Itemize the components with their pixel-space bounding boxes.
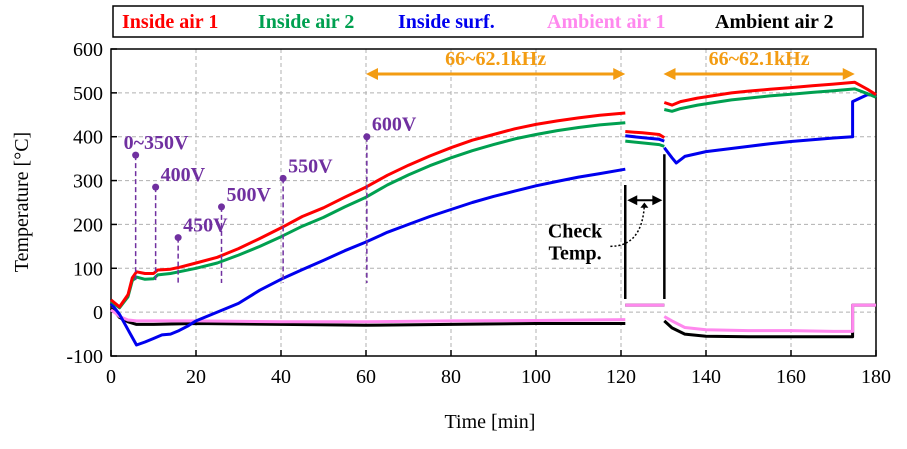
check-pointer [610,204,646,248]
axes: 0 20 40 60 80 100 120 140 160 180-100010020030040… [66,39,891,388]
voltage-marker-label: 550V [288,155,333,177]
y-tick-label: 500 [73,83,103,105]
series-line-2 [625,139,665,148]
voltage-marker-dot [174,234,182,242]
series-line-4 [663,303,876,333]
voltage-marker-dot [152,183,160,191]
x-axis-label: Time [min] [445,411,536,433]
series-line-1 [110,111,626,309]
x-tick-label: 40 [271,366,291,388]
x-tick-label: 60 [356,366,376,388]
series-lines [109,80,877,347]
series-line-2 [663,87,877,113]
voltage-marker-dot [279,174,287,182]
y-tick-label: 0 [93,302,103,324]
y-tick-label: 100 [73,258,103,280]
series-line-3 [625,134,665,143]
check-pointer-head [640,202,649,208]
voltage-marker-label: 450V [183,215,228,237]
annotations: 0~350V 400V 450V 500V 550V 600V 66~62.1kHz 66~6… [124,48,855,299]
x-tick-label: 80 [441,366,461,388]
legend-item-inside-surf: Inside surf. [398,11,495,33]
x-tick-label: 180 [861,366,891,388]
frequency-range-label: 66~62.1kHz [709,48,810,70]
check-arrow-head-right [652,195,663,206]
x-tick-label: 120 [606,366,636,388]
voltage-marker-label: 600V [372,114,417,136]
frequency-arrow-head-right [613,68,626,80]
frequency-arrow-head-left [366,68,378,80]
series-line-1 [663,80,877,107]
y-tick-label: 400 [73,127,103,149]
voltage-marker-label: 0~350V [124,132,189,154]
voltage-marker-dot [132,151,140,159]
x-tick-label: 100 [521,366,551,388]
voltage-marker-label: 500V [227,184,272,206]
series-line-2 [110,121,626,310]
legend-box [112,5,864,38]
check-temp-label: Check [548,221,603,243]
voltage-marker-dot [363,133,371,141]
series-line-3 [109,167,626,347]
x-tick-label: 140 [691,366,721,388]
grid [111,49,876,356]
series-line-1 [625,130,666,139]
y-tick-label: 300 [73,171,103,193]
legend-item-inside-air-1: Inside air 1 [122,11,218,33]
legend-item-ambient-air-2: Ambient air 2 [715,11,834,33]
frequency-arrow-head-left [663,68,676,80]
y-tick-label: -100 [66,346,103,368]
x-tick-label: 160 [776,366,806,388]
y-axis-label: Temperature [°C] [11,132,33,272]
y-tick-label: 600 [73,39,103,61]
check-temp-label: Temp. [549,243,602,265]
series-line-3 [663,93,877,165]
plot-frame [110,48,877,357]
voltage-marker-label: 400V [161,164,206,186]
voltage-marker-dot [218,203,225,211]
y-tick-label: 200 [73,214,103,236]
frequency-range-label: 66~62.1kHz [445,48,546,70]
x-tick-label: 20 [186,366,206,388]
legend-item-inside-air-2: Inside air 2 [258,11,354,33]
check-arrow-head-left [627,195,638,206]
frequency-arrow-head-right [842,68,855,80]
legend-item-ambient-air-1: Ambient air 1 [547,11,666,33]
legend: Inside air 1 Inside air 2 Inside surf. A… [112,5,864,38]
x-tick-label: 0 [106,366,116,388]
